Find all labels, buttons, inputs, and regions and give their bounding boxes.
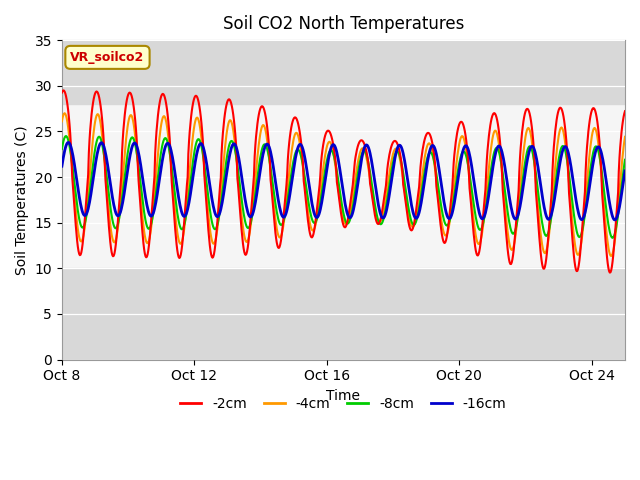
Text: VR_soilco2: VR_soilco2: [70, 51, 145, 64]
X-axis label: Time: Time: [326, 389, 360, 403]
Title: Soil CO2 North Temperatures: Soil CO2 North Temperatures: [223, 15, 464, 33]
Bar: [62, 40, 625, 104]
Bar: [62, 268, 625, 360]
Legend: -2cm, -4cm, -8cm, -16cm: -2cm, -4cm, -8cm, -16cm: [175, 392, 512, 417]
Y-axis label: Soil Temperatures (C): Soil Temperatures (C): [15, 125, 29, 275]
